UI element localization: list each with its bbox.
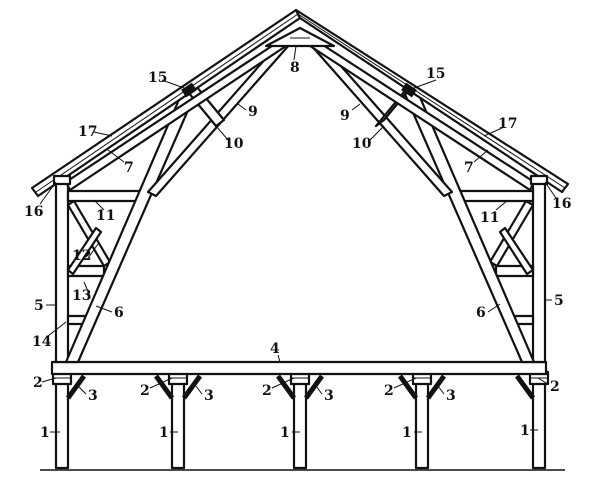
label-girt: 4 (270, 341, 280, 357)
label-plate-left: 16 (24, 204, 43, 220)
label-brace-right: 3 (446, 388, 456, 404)
label-purlin-left: 15 (148, 70, 167, 86)
label-strut-left: 6 (114, 305, 124, 321)
label-post-far-right: 1 (520, 423, 530, 439)
label-collar-brace-right: 9 (340, 108, 350, 124)
label-brace-center: 3 (324, 388, 334, 404)
purlin-right (401, 82, 417, 98)
purlin-left (181, 82, 197, 98)
label-ridge-block: 8 (290, 60, 300, 76)
label-cap-left: 2 (140, 383, 150, 399)
label-rafter-right: 17 (498, 116, 517, 132)
label-cap-right: 2 (384, 383, 394, 399)
label-upper-tie-left: 11 (96, 208, 115, 224)
label-knee-brace: 13 (72, 288, 91, 304)
girt-beam (50, 360, 548, 376)
upper-tie-right (458, 189, 535, 203)
label-upper-tie-right: 11 (480, 210, 499, 226)
label-cap-center: 2 (262, 383, 272, 399)
label-brace-left: 3 (204, 388, 214, 404)
label-post-left: 1 (159, 425, 169, 441)
plate-right (529, 174, 549, 186)
label-rafter-left: 17 (78, 124, 97, 140)
label-post-center: 1 (280, 425, 290, 441)
leader-lines (39, 45, 557, 433)
rafter-left (30, 8, 302, 198)
label-post-right: 1 (402, 425, 412, 441)
wall-post-left (54, 178, 70, 364)
label-wall-post-left: 5 (34, 298, 44, 314)
label-lower-tie: 14 (32, 334, 52, 350)
post-far-right (531, 380, 547, 470)
label-purlin-right: 15 (426, 66, 445, 82)
lower-posts (54, 380, 547, 470)
label-collar-strut-left: 10 (224, 136, 244, 152)
label-rafter-strut-right: 7 (464, 160, 474, 176)
label-cap-far-right: 2 (550, 379, 560, 395)
label-post-far-left: 1 (40, 425, 50, 441)
side-braces (66, 199, 535, 276)
upper-tie-left (66, 189, 142, 203)
label-strut-right: 6 (476, 305, 486, 321)
part-labels: 1 1 1 1 1 2 2 2 2 2 3 3 3 3 4 5 5 6 6 7 … (24, 60, 571, 441)
post-left (170, 380, 186, 470)
label-collar-strut-right: 10 (352, 136, 372, 152)
post-far-left (54, 380, 70, 470)
wall-post-right (531, 178, 547, 364)
label-brace-far-left: 3 (88, 388, 98, 404)
post-center (292, 380, 308, 470)
post-right (414, 380, 430, 470)
label-rafter-strut-left: 7 (124, 160, 134, 176)
label-cap-far-left: 2 (33, 375, 43, 391)
label-plate-right: 16 (552, 196, 571, 212)
label-brace: 12 (72, 248, 91, 264)
post-braces (65, 374, 536, 400)
label-collar-brace-left: 9 (248, 104, 258, 120)
label-wall-post-right: 5 (554, 293, 564, 309)
plate-left (52, 174, 72, 186)
